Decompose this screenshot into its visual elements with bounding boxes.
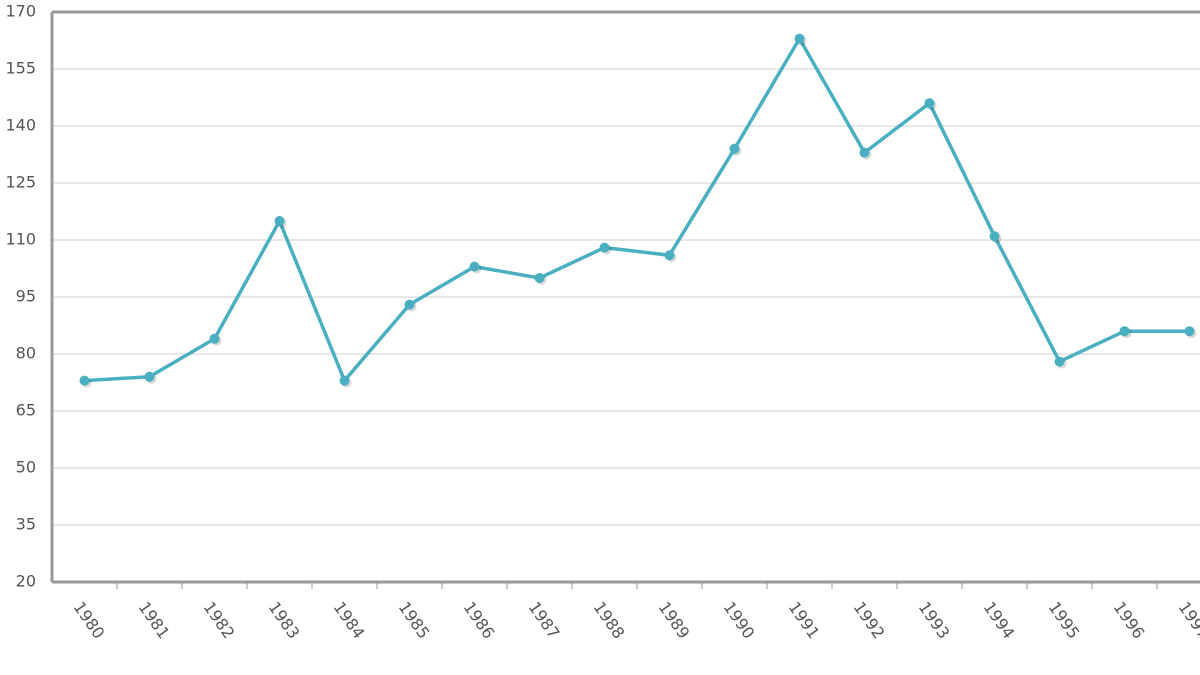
point bbox=[274, 216, 285, 226]
point bbox=[469, 261, 480, 272]
y-tick-label: 110 bbox=[5, 230, 36, 249]
y-tick-label: 20 bbox=[16, 572, 36, 591]
x-tick-label: 1980 bbox=[70, 598, 109, 642]
point bbox=[534, 273, 545, 283]
y-tick-label: 50 bbox=[16, 458, 36, 477]
point bbox=[144, 371, 155, 382]
point bbox=[664, 250, 675, 261]
y-tick-label: 95 bbox=[16, 287, 36, 306]
point bbox=[1054, 356, 1065, 367]
x-tick-label: 1990 bbox=[720, 598, 759, 642]
point bbox=[859, 147, 870, 158]
x-tick-label: 1992 bbox=[850, 598, 889, 642]
y-tick-label: 155 bbox=[5, 59, 36, 78]
y-tick-label: 65 bbox=[16, 401, 36, 420]
point bbox=[729, 143, 740, 154]
x-tick-label: 1991 bbox=[785, 598, 824, 642]
x-tick-label: 1981 bbox=[135, 598, 174, 642]
x-tick-label: 1985 bbox=[395, 598, 434, 642]
line bbox=[84, 36, 1190, 383]
x-tick-label: 1983 bbox=[265, 598, 304, 642]
x-tick-label: 1993 bbox=[915, 598, 954, 642]
point bbox=[924, 98, 935, 109]
point bbox=[1119, 326, 1130, 337]
point bbox=[79, 375, 90, 386]
x-tick-label: 1995 bbox=[1045, 598, 1084, 642]
y-tick-label: 80 bbox=[16, 344, 36, 363]
x-tick-label: 1982 bbox=[200, 598, 239, 642]
point bbox=[599, 242, 610, 253]
x-tick-label: 1994 bbox=[980, 598, 1019, 642]
point bbox=[794, 33, 805, 44]
x-tick-label: 1987 bbox=[525, 598, 564, 642]
x-tick-label: 1986 bbox=[460, 598, 499, 642]
x-tick-label: 1988 bbox=[590, 598, 629, 642]
x-tick-label: 1989 bbox=[655, 598, 694, 642]
point bbox=[989, 231, 1000, 242]
point bbox=[339, 375, 350, 386]
y-tick-label: 140 bbox=[5, 116, 36, 135]
x-tick-label: 1984 bbox=[330, 598, 369, 642]
point bbox=[1184, 326, 1195, 337]
y-tick-label: 170 bbox=[5, 2, 36, 21]
point bbox=[404, 299, 415, 310]
y-tick-label: 125 bbox=[5, 173, 36, 192]
x-tick-label: 1996 bbox=[1110, 598, 1149, 642]
point bbox=[209, 333, 220, 344]
x-tick-label: 1997 bbox=[1175, 598, 1200, 642]
y-tick-label: 35 bbox=[16, 515, 36, 534]
